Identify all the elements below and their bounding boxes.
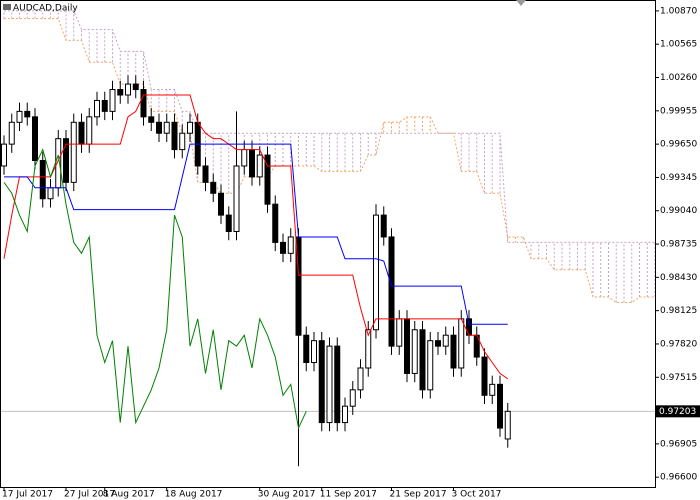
candle-body bbox=[497, 383, 503, 429]
candle-body bbox=[272, 203, 279, 243]
indicator-line bbox=[4, 143, 508, 325]
candle-body bbox=[442, 334, 449, 347]
candle-body bbox=[16, 110, 23, 123]
candle-body bbox=[225, 214, 232, 232]
candle-body bbox=[63, 138, 69, 183]
candle-body bbox=[280, 241, 286, 254]
x-tick-label: 11 Sep 2017 bbox=[320, 490, 377, 500]
candle-body bbox=[326, 345, 333, 424]
y-tick-label: 0.98430 bbox=[660, 273, 697, 283]
y-tick-label: 0.99040 bbox=[660, 206, 697, 216]
candle-body bbox=[233, 165, 240, 232]
y-tick-label: 0.96600 bbox=[660, 473, 697, 483]
candle-body bbox=[125, 83, 131, 96]
candle-body bbox=[163, 121, 170, 134]
y-tick-label: 0.97820 bbox=[660, 339, 697, 349]
indicator-line bbox=[3, 94, 509, 380]
y-tick-label: 0.99345 bbox=[660, 173, 697, 183]
candle-body bbox=[249, 149, 255, 178]
candle-body bbox=[311, 340, 317, 364]
candle-body bbox=[47, 187, 54, 200]
candle-body bbox=[380, 214, 387, 238]
candle-body bbox=[419, 329, 426, 391]
y-tick-label: 0.96905 bbox=[660, 439, 697, 449]
candle-body bbox=[318, 340, 325, 424]
candle-body bbox=[489, 383, 496, 396]
current-price-box bbox=[656, 405, 700, 418]
candle-body bbox=[24, 110, 31, 118]
candle-body bbox=[342, 405, 348, 424]
x-tick-label: 21 Sep 2017 bbox=[390, 490, 447, 500]
candle-body bbox=[132, 83, 139, 91]
candle-body bbox=[435, 340, 441, 347]
candle-body bbox=[373, 214, 379, 331]
y-tick-label: 0.99650 bbox=[660, 140, 697, 150]
candle-body bbox=[148, 116, 155, 123]
x-tick-label: 3 Oct 2017 bbox=[452, 490, 502, 500]
x-tick-label: 30 Aug 2017 bbox=[258, 490, 316, 500]
y-tick-label: 0.98735 bbox=[660, 240, 697, 250]
candle-body bbox=[179, 132, 186, 151]
candle-body bbox=[365, 329, 372, 369]
chart-title: AUDCAD,Daily bbox=[13, 4, 78, 14]
y-tick-label: 1.00565 bbox=[660, 40, 697, 50]
candle-body bbox=[86, 116, 93, 145]
candle-body bbox=[140, 89, 147, 118]
candle-body bbox=[256, 154, 263, 178]
candle-body bbox=[241, 149, 248, 167]
candle-body bbox=[357, 367, 364, 391]
candle-body bbox=[404, 318, 410, 374]
candle-body bbox=[70, 121, 77, 183]
candle-body bbox=[458, 318, 465, 369]
candle-body bbox=[411, 329, 418, 374]
candle-body bbox=[187, 121, 193, 134]
candle-body bbox=[210, 181, 217, 194]
candle-body bbox=[481, 356, 488, 396]
candle-body bbox=[78, 121, 85, 145]
candle-body bbox=[8, 121, 15, 145]
y-tick-label: 0.98125 bbox=[660, 306, 697, 316]
candle-body bbox=[303, 334, 310, 364]
candle-body bbox=[450, 334, 457, 369]
y-tick-label: 1.00870 bbox=[660, 6, 697, 16]
candle-body bbox=[264, 154, 271, 205]
candle-body bbox=[1, 143, 7, 167]
y-tick-label: 0.99955 bbox=[660, 106, 697, 116]
candle-body bbox=[32, 116, 38, 162]
candle-body bbox=[109, 89, 116, 112]
candle-body bbox=[287, 236, 294, 254]
candle-body bbox=[466, 318, 472, 336]
y-tick-label: 1.00260 bbox=[660, 73, 697, 83]
candle-body bbox=[156, 121, 162, 134]
current-price-label: 0.97203 bbox=[659, 407, 696, 417]
candle-body bbox=[39, 160, 46, 200]
indicator-line bbox=[3, 148, 307, 430]
candle-body bbox=[218, 192, 224, 216]
shift-marker bbox=[516, 0, 526, 6]
y-tick-label: 0.97515 bbox=[660, 373, 697, 383]
candle-body bbox=[427, 340, 434, 391]
candle-body bbox=[117, 89, 124, 96]
cloud-edge bbox=[4, 18, 655, 303]
x-tick-label: 17 Jul 2017 bbox=[2, 490, 53, 500]
candle-body bbox=[202, 165, 209, 183]
plot-area bbox=[0, 10, 655, 467]
candle-body bbox=[349, 389, 356, 407]
candle-body bbox=[504, 410, 511, 440]
candle-body bbox=[101, 99, 108, 112]
x-tick-label: 18 Aug 2017 bbox=[165, 490, 223, 500]
chart-icon bbox=[3, 4, 11, 10]
candle-body bbox=[396, 318, 403, 347]
candle-body bbox=[334, 345, 341, 424]
x-tick-label: 8 Aug 2017 bbox=[103, 490, 155, 500]
cloud-edge bbox=[4, 10, 655, 243]
x-tick-label: 27 Jul 2017 bbox=[64, 490, 115, 500]
candle-body bbox=[388, 236, 395, 347]
candle-body bbox=[171, 121, 178, 151]
candle-body bbox=[94, 99, 100, 118]
